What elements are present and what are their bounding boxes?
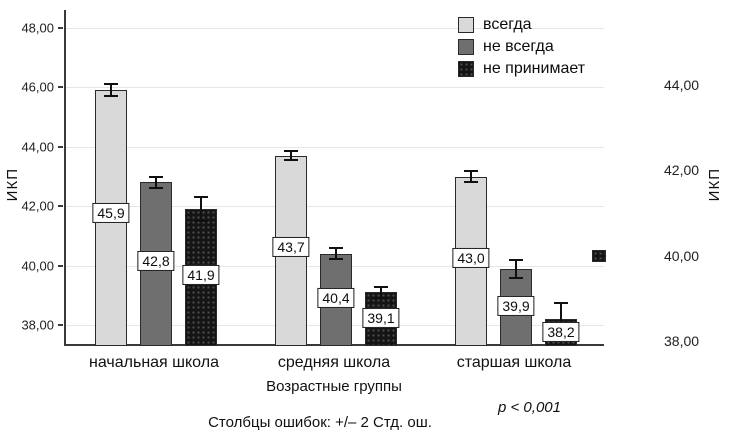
gridline [66, 206, 604, 208]
bar-value-label: 39,9 [497, 295, 535, 316]
x-axis-category-label: старшая школа [456, 354, 572, 371]
legend-item: всегда [458, 16, 585, 34]
error-bar-cap [284, 159, 298, 162]
error-bar [335, 248, 337, 260]
bar-value-label: 42,8 [137, 250, 175, 271]
legend-swatch [458, 61, 474, 77]
error-bar-cap [194, 196, 208, 199]
error-bar-cap [509, 276, 523, 279]
y-axis-tick-label: 40,00 [21, 258, 54, 274]
x-axis-title: Возрастные группы [266, 378, 402, 395]
error-bar [290, 151, 292, 161]
y-axis-tick-label: 38,00 [21, 317, 54, 333]
gridline [66, 146, 604, 148]
y-axis-tick-mark [58, 264, 63, 267]
x-axis-category-label: начальная школа [89, 354, 219, 371]
x-axis-category-label: средняя школа [277, 354, 391, 371]
legend-swatch [458, 17, 474, 33]
legend-item: не принимает [458, 60, 585, 78]
error-bar-cap [149, 175, 163, 178]
y-axis-tick-mark [58, 86, 63, 89]
legend-item: не всегда [458, 38, 585, 56]
bar-value-label: 39,1 [362, 308, 400, 329]
error-bar-cap [194, 220, 208, 223]
error-bar [155, 176, 157, 189]
y-axis-tick-mark [58, 205, 63, 208]
bar-value-label: 45,9 [92, 202, 130, 224]
bar-value-label: 40,4 [317, 288, 355, 309]
legend-label: не принимает [483, 60, 586, 77]
y-axis-tick-label-right: 40,00 [664, 247, 700, 264]
legend-label: не всегда [483, 38, 554, 55]
y-axis-tick-label: 44,00 [21, 139, 54, 155]
y-axis-title-right: ИКП [706, 168, 723, 202]
error-bar-cap [329, 247, 343, 250]
error-bars-footnote: Столбцы ошибок: +/– 2 Стд. ош. [208, 414, 432, 431]
error-bar-cap [464, 169, 478, 172]
legend-swatch [458, 39, 474, 55]
legend-label: всегда [483, 16, 532, 33]
y-axis-title-left: ИКП [4, 168, 21, 202]
y-axis-tick-label-right: 38,00 [664, 333, 700, 349]
plot-area: 45,9 42,8 41,9 43,7 40,4 39,1 43,0 39,9 38,2 [64, 10, 604, 346]
y-axis-tick-mark [58, 26, 63, 29]
bar-value-label: 43,0 [452, 247, 490, 268]
adjacent-panel-bar-fragment [592, 250, 606, 262]
error-bar-cap [374, 285, 388, 288]
error-bar-cap [464, 181, 478, 184]
error-bar [560, 302, 562, 336]
legend: всегда не всегда не принимает [458, 16, 585, 78]
gridline [66, 27, 604, 29]
error-bar [515, 259, 517, 278]
error-bar [470, 170, 472, 183]
error-bar [380, 286, 382, 299]
error-bar-cap [104, 83, 118, 86]
error-bar-cap [104, 95, 118, 98]
y-axis-tick-label: 42,00 [21, 198, 54, 214]
y-axis-tick-label-right: 44,00 [664, 77, 700, 93]
bar-value-label: 43,7 [272, 236, 310, 258]
error-bar-cap [284, 150, 298, 153]
error-bar-cap [329, 258, 343, 261]
error-bar-cap [374, 297, 388, 300]
error-bar [110, 84, 112, 97]
bar-value-label: 41,9 [182, 264, 220, 285]
y-axis-tick-label: 48,00 [21, 20, 54, 36]
y-axis-tick-mark [58, 145, 63, 148]
y-axis-tick-mark [58, 324, 63, 327]
error-bar-cap [554, 301, 568, 304]
y-axis-tick-label: 46,00 [21, 79, 54, 95]
gridline [66, 87, 604, 89]
bar-value-label: 38,2 [542, 322, 580, 343]
error-bar [200, 197, 202, 222]
y-axis-tick-label-right: 42,00 [664, 162, 700, 179]
error-bar-cap [509, 258, 523, 261]
error-bar-cap [149, 187, 163, 190]
p-value-annotation: p < 0,001 [498, 399, 561, 416]
